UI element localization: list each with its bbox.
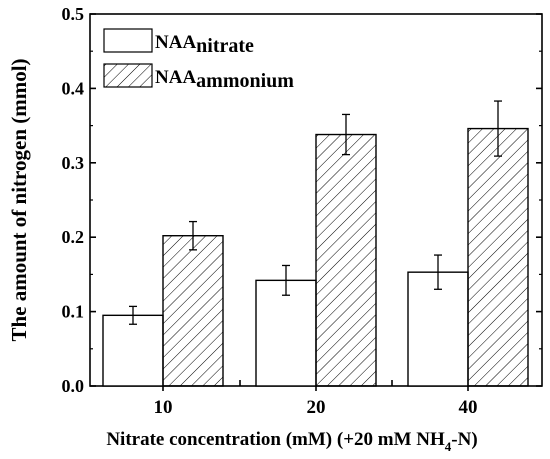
bar-ammonium-40 bbox=[467, 127, 529, 387]
y-tick-label: 0.1 bbox=[62, 302, 85, 322]
y-tick-label: 0.0 bbox=[62, 376, 85, 396]
x-tick-label: 40 bbox=[459, 397, 478, 418]
legend-label-nitrate: NAAnitrate bbox=[155, 32, 254, 57]
y-tick-label: 0.2 bbox=[62, 227, 85, 247]
bar-ammonium-10 bbox=[162, 235, 224, 387]
axis-ticks: 0.0 0.1 0.2 0.3 0.4 0.5 10 20 40 bbox=[62, 4, 542, 418]
bar-ammonium-20 bbox=[315, 133, 377, 387]
legend-label-ammonium: NAAammonium bbox=[155, 67, 294, 92]
y-tick-label: 0.4 bbox=[62, 78, 85, 98]
x-tick-label: 20 bbox=[307, 397, 326, 418]
error-bars bbox=[129, 100, 502, 325]
bar-nitrate-10 bbox=[102, 314, 164, 387]
bars bbox=[102, 127, 529, 387]
x-axis-title: Nitrate concentration (mM) (+20 mM NH4-N… bbox=[106, 429, 477, 454]
legend-swatch-plain bbox=[103, 28, 153, 53]
legend-swatch-hatched bbox=[103, 63, 153, 88]
y-axis-title: The amount of nitrogen (mmol) bbox=[7, 58, 31, 341]
y-tick-label: 0.3 bbox=[62, 153, 85, 173]
y-tick-label: 0.5 bbox=[62, 4, 85, 24]
x-tick-label: 10 bbox=[154, 397, 173, 418]
bar-nitrate-20 bbox=[255, 279, 317, 387]
legend: NAAnitrate NAAammonium bbox=[103, 28, 294, 92]
